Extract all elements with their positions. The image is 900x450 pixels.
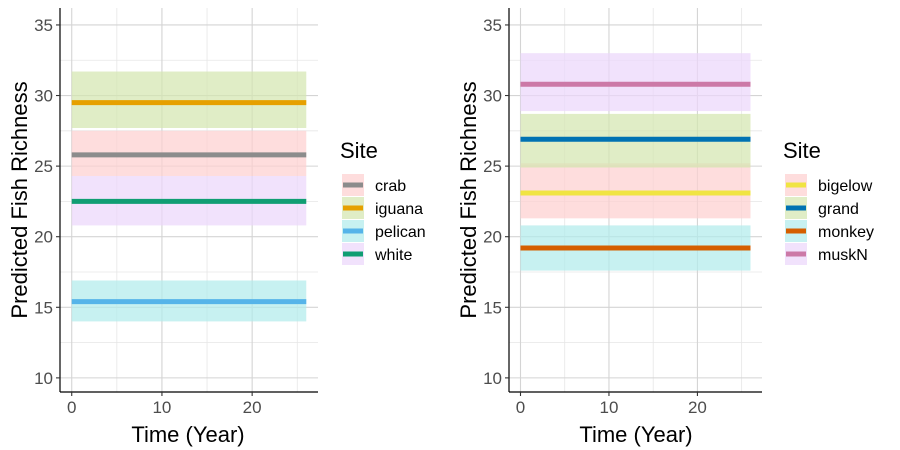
left-x-tick-label: 0: [67, 398, 76, 417]
left-y-tick-label: 15: [34, 298, 53, 317]
right-legend-item-grand: grand: [785, 197, 859, 219]
left-y-tick-label: 20: [34, 228, 53, 247]
right-legend-label: monkey: [818, 224, 874, 241]
left-axes: [56, 8, 318, 396]
right-y-axis-label: Predicted Fish Richness: [456, 81, 481, 318]
left-legend-title: Site: [340, 138, 378, 163]
right-series-lines: [520, 81, 751, 251]
left-legend-label: pelican: [375, 224, 426, 241]
right-x-tick-label: 10: [600, 398, 619, 417]
right-y-tick-label: 35: [483, 16, 502, 35]
right-y-tick-label: 10: [483, 369, 502, 388]
left-legend-item-crab: crab: [342, 174, 406, 196]
right-x-tick-labels: 0 10 20: [516, 398, 707, 417]
left-series-lines: [71, 100, 307, 305]
right-y-tick-label: 25: [483, 157, 502, 176]
right-legend-label: bigelow: [818, 178, 873, 195]
left-legend-item-iguana: iguana: [342, 197, 423, 219]
left-y-tick-label: 30: [34, 87, 53, 106]
left-legend-label: crab: [375, 178, 406, 195]
right-legend-item-monkey: monkey: [785, 220, 874, 242]
right-y-tick-label: 15: [483, 298, 502, 317]
left-x-tick-labels: 0 10 20: [67, 398, 262, 417]
left-band-iguana: [71, 71, 307, 128]
left-y-axis-label: Predicted Fish Richness: [7, 81, 32, 318]
right-x-tick-label: 0: [516, 398, 525, 417]
right-legend-item-bigelow: bigelow: [785, 174, 873, 196]
right-legend-label: grand: [818, 201, 859, 218]
right-x-tick-label: 20: [688, 398, 707, 417]
right-legend: Site bigelow grand monkey muskN: [783, 138, 874, 265]
left-legend-item-white: white: [342, 243, 412, 265]
left-x-tick-label: 10: [152, 398, 171, 417]
right-chart-panel: 10 15 20 25 30 35 0 10 20 Time (Year) Predicted…: [456, 8, 874, 447]
left-chart-panel: 10 15 20 25 30 35 0 10 20 Time (Year) Predicted…: [7, 8, 426, 447]
right-y-tick-label: 30: [483, 87, 502, 106]
right-legend-item-muskN: muskN: [785, 243, 868, 265]
left-y-tick-label: 25: [34, 157, 53, 176]
left-confidence-bands: [71, 71, 307, 322]
left-legend-items: crab iguana pelican white: [342, 174, 426, 265]
right-legend-title: Site: [783, 138, 821, 163]
left-legend-label: white: [374, 247, 412, 264]
right-legend-label: muskN: [818, 247, 868, 264]
right-x-axis-label: Time (Year): [579, 422, 692, 447]
right-y-tick-label: 20: [483, 228, 502, 247]
right-axes: [505, 8, 762, 396]
left-legend-label: iguana: [375, 201, 423, 218]
left-y-tick-label: 10: [34, 369, 53, 388]
left-x-axis-label: Time (Year): [131, 422, 244, 447]
left-y-tick-labels: 10 15 20 25 30 35: [34, 16, 53, 388]
left-legend-item-pelican: pelican: [342, 220, 426, 242]
right-legend-items: bigelow grand monkey muskN: [785, 174, 874, 265]
left-legend: Site crab iguana pelican white: [340, 138, 426, 265]
left-x-tick-label: 20: [243, 398, 262, 417]
left-y-tick-label: 35: [34, 16, 53, 35]
right-y-tick-labels: 10 15 20 25 30 35: [483, 16, 502, 388]
